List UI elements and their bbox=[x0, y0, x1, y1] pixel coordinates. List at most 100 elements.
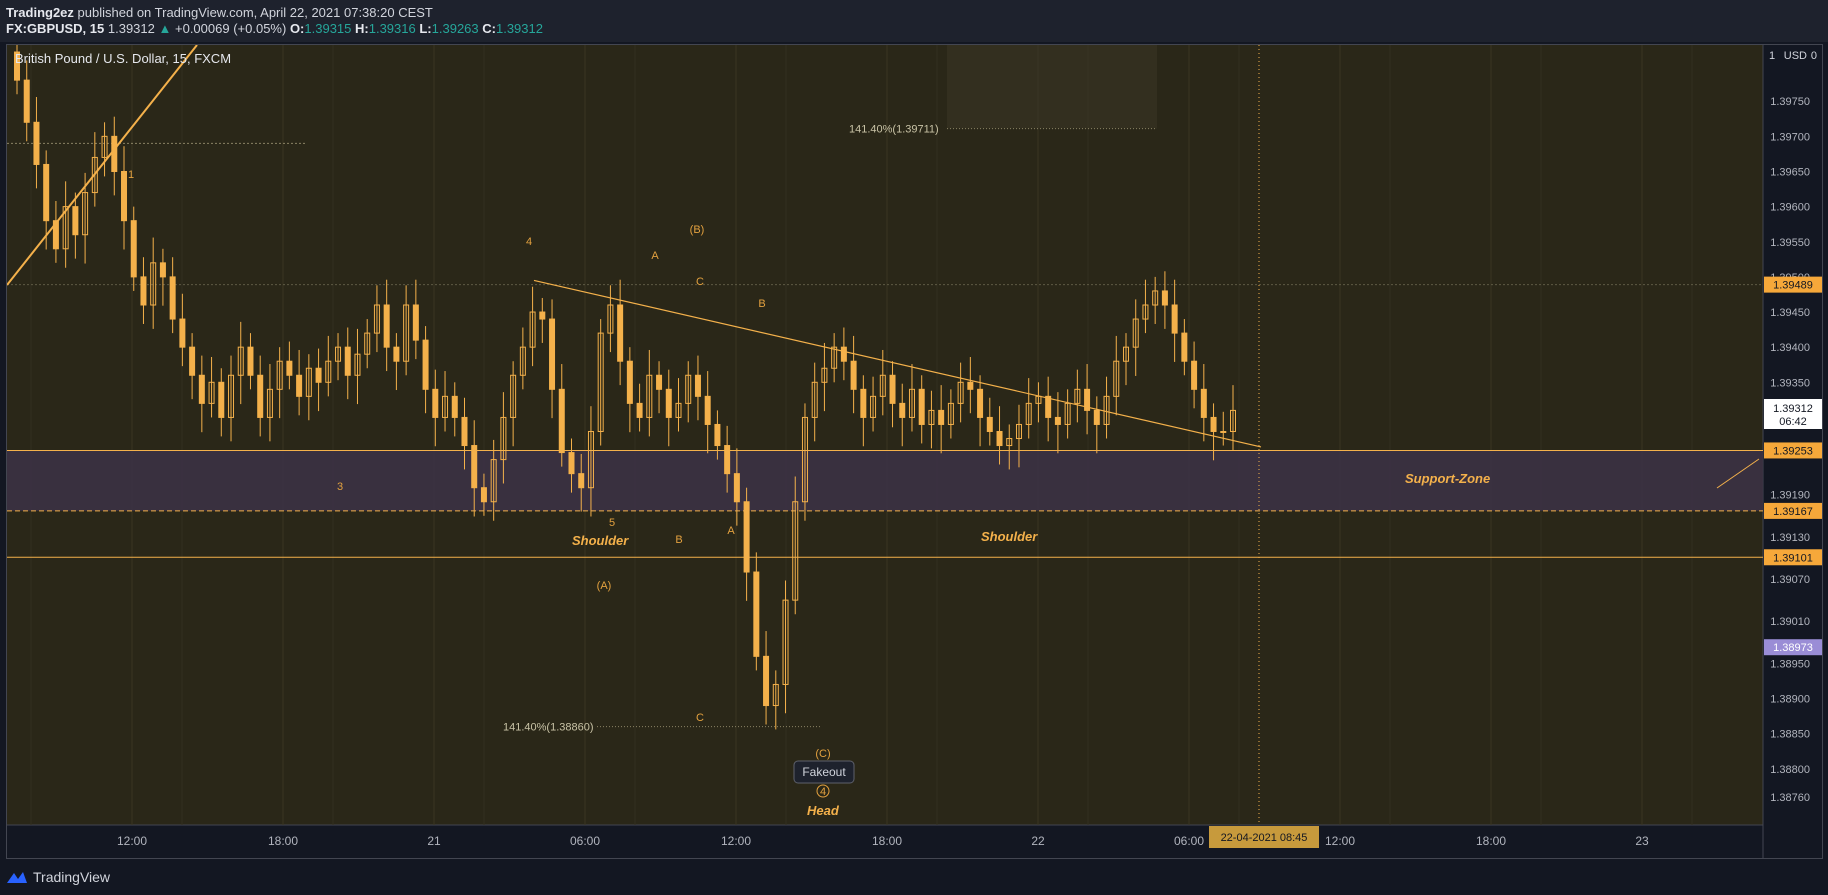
candle-body bbox=[442, 395, 449, 418]
candle-body bbox=[1161, 290, 1168, 306]
footer: TradingView bbox=[0, 862, 1828, 895]
support-zone-band bbox=[7, 450, 1763, 511]
candle-body bbox=[656, 374, 663, 390]
x-tick-label: 18:00 bbox=[872, 834, 902, 848]
x-tick-label: 06:00 bbox=[570, 834, 600, 848]
wave-label: C bbox=[696, 276, 704, 288]
ohlc-line: FX:GBPUSD, 15 1.39312 ▲ +0.00069 (+0.05%… bbox=[6, 21, 543, 36]
candle-body bbox=[266, 388, 273, 418]
candle-body bbox=[1230, 409, 1236, 432]
candle-body bbox=[665, 388, 672, 418]
candle-body bbox=[607, 304, 614, 334]
pattern-label: Head bbox=[807, 803, 840, 818]
brand-name: TradingView bbox=[33, 869, 111, 885]
y-tick-label: 1.39350 bbox=[1770, 377, 1810, 389]
plot-area[interactable] bbox=[7, 45, 1763, 825]
candle-body bbox=[996, 430, 1003, 447]
candle-body bbox=[889, 374, 896, 404]
candle-body bbox=[72, 206, 79, 236]
pattern-label: Shoulder bbox=[572, 533, 629, 548]
x-tick-label: 18:00 bbox=[268, 834, 298, 848]
low-value: 1.39263 bbox=[431, 21, 479, 36]
candle-body bbox=[451, 395, 458, 418]
candle-body bbox=[364, 332, 371, 355]
candle-body bbox=[373, 304, 380, 334]
candle-body bbox=[354, 353, 361, 376]
candle-body bbox=[237, 346, 244, 376]
candle-body bbox=[1220, 430, 1227, 433]
wave-label: B bbox=[675, 534, 682, 546]
candle-body bbox=[471, 445, 478, 489]
candle-body bbox=[938, 409, 945, 425]
candle-body bbox=[257, 374, 264, 418]
y-tick-label: 1.38800 bbox=[1770, 764, 1810, 776]
x-tick-label: 22 bbox=[1031, 834, 1045, 848]
candle-body bbox=[811, 381, 818, 418]
candle-body bbox=[529, 311, 536, 348]
candle-body bbox=[490, 459, 497, 503]
candle-body bbox=[704, 395, 711, 425]
last-price-text: 1.39312 bbox=[1773, 403, 1813, 415]
candle-body bbox=[33, 121, 40, 165]
y-tick-label: 1.39010 bbox=[1770, 616, 1810, 628]
candle-body bbox=[1015, 423, 1022, 440]
wave-label: 1 bbox=[128, 169, 134, 181]
countdown-text: 06:42 bbox=[1779, 416, 1807, 428]
candle-body bbox=[1171, 304, 1178, 334]
candle-body bbox=[383, 304, 390, 348]
candle-body bbox=[1054, 416, 1061, 425]
candle-body bbox=[1045, 395, 1052, 418]
candle-body bbox=[1132, 318, 1139, 348]
candle-body bbox=[860, 388, 867, 418]
chart-title: British Pound / U.S. Dollar, 15, FXCM bbox=[15, 51, 231, 66]
candle-body bbox=[724, 445, 731, 475]
candle-body bbox=[412, 304, 419, 341]
candle-body bbox=[208, 381, 215, 404]
chart-frame[interactable]: 141.40%(1.39711) 141.40%(1.38860) British … bbox=[6, 44, 1823, 859]
candle-body bbox=[957, 381, 964, 404]
candle-body bbox=[315, 367, 322, 383]
candle-body bbox=[986, 416, 993, 432]
candle-body bbox=[325, 360, 332, 383]
candle-body bbox=[918, 388, 925, 425]
candle-body bbox=[276, 360, 283, 390]
candle-body bbox=[228, 374, 235, 418]
candle-body bbox=[519, 346, 526, 376]
candle-body bbox=[1093, 409, 1100, 425]
candle-body bbox=[52, 220, 59, 250]
candle-body bbox=[947, 402, 954, 425]
publish-info: published on TradingView.com, April 22, … bbox=[77, 5, 433, 20]
candle-body bbox=[432, 388, 439, 418]
wave-label: A bbox=[727, 525, 735, 537]
chart-canvas[interactable]: 141.40%(1.39711) 141.40%(1.38860) British … bbox=[7, 45, 1822, 858]
tradingview-logo[interactable]: TradingView bbox=[6, 869, 110, 885]
candle-body bbox=[1006, 438, 1013, 447]
high-value: 1.39316 bbox=[368, 21, 416, 36]
candle-body bbox=[617, 304, 624, 362]
candle-body bbox=[422, 339, 429, 390]
candle-body bbox=[1113, 360, 1120, 397]
candle-body bbox=[694, 374, 701, 397]
candle-body bbox=[1074, 388, 1081, 404]
candle-body bbox=[928, 409, 935, 425]
candle-body bbox=[179, 318, 186, 348]
symbol-label: FX:GBPUSD, 15 bbox=[6, 21, 105, 36]
candle-body bbox=[305, 367, 312, 397]
candle-body bbox=[636, 402, 643, 418]
last-price: 1.39312 bbox=[107, 21, 155, 36]
wave-circle-marker bbox=[816, 784, 830, 798]
candle-body bbox=[218, 381, 225, 418]
y-tick-label: 1.39190 bbox=[1770, 490, 1810, 502]
author-name: Trading2ez bbox=[6, 5, 74, 20]
callout-box bbox=[793, 760, 855, 784]
time-axis[interactable] bbox=[7, 825, 1763, 858]
callout-text: Fakeout bbox=[802, 765, 846, 779]
y-tick-label: 1.38850 bbox=[1770, 729, 1810, 741]
candle-body bbox=[850, 360, 857, 390]
candle-body bbox=[1191, 360, 1198, 390]
candle-body bbox=[140, 276, 147, 306]
trend-line-down bbox=[533, 279, 1262, 448]
candle-body bbox=[1200, 388, 1207, 418]
y-tick-label: 1.39750 bbox=[1770, 96, 1810, 108]
candle-body bbox=[879, 374, 886, 397]
